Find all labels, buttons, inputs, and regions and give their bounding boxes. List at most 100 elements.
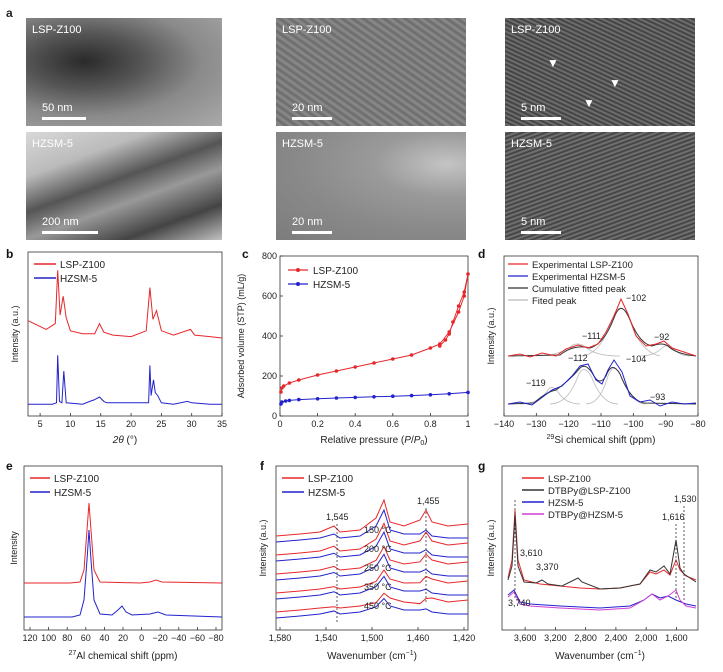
- series-line-lsp-z100: [507, 509, 697, 590]
- panel-letter-c: c: [242, 247, 249, 261]
- spectrum-hzsm-5: [275, 575, 468, 600]
- scale-bar: [42, 231, 98, 234]
- y-tick-label: 600: [262, 291, 277, 301]
- data-point: [279, 402, 283, 406]
- plot-frame-d: [503, 255, 699, 417]
- chart-b: Intensity (a.u.) 2θ (°) 5 10 15 20 25 30 35 LS…: [10, 251, 227, 446]
- legend-label-lsp: LSP-Z100: [60, 260, 105, 271]
- image-label: LSP-Z100: [282, 24, 332, 36]
- plot-frame-g: [501, 465, 699, 631]
- fitted-peak-hzsm-112: [549, 369, 619, 405]
- panel-letter-a: a: [6, 6, 13, 20]
- data-point: [281, 384, 286, 388]
- legend-label: Experimental LSP-Z100: [532, 260, 633, 271]
- spectrum-lsp-z100: [275, 545, 469, 575]
- peak-label: −92: [654, 332, 669, 342]
- peak-label: −104: [626, 354, 646, 364]
- x-tick-label: −40: [171, 633, 186, 643]
- series-line-hzsm-5: [280, 391, 469, 405]
- x-tick-label: 2,400: [605, 633, 628, 643]
- data-point: [334, 369, 339, 373]
- data-point: [297, 378, 301, 382]
- legend-label-hzsm: HZSM-5: [54, 488, 92, 499]
- spectrum-lsp-z100: [275, 498, 469, 537]
- temperature-label: 350 °C: [364, 582, 392, 592]
- x-tick-label: −60: [190, 633, 205, 643]
- x-tick-label: 1: [465, 419, 470, 429]
- x-tick-label: 20: [118, 633, 128, 643]
- legend-label-lsp: LSP-Z100: [313, 266, 358, 277]
- peak-label: 3,740: [508, 598, 531, 608]
- scale-bar: [292, 117, 332, 120]
- image-label: HZSM-5: [32, 138, 73, 150]
- data-point: [447, 332, 452, 336]
- legend-marker-lsp: [296, 268, 300, 272]
- y-tick-label: 0: [272, 411, 277, 421]
- series-line-lsp-z100: [27, 270, 223, 339]
- data-point: [353, 395, 358, 400]
- series-line-dtbpy-lsp-z100: [507, 514, 697, 590]
- x-axis-label-e: 27Al chemical shift (ppm): [69, 650, 178, 662]
- x-tick-label: 2,800: [574, 633, 597, 643]
- scale-bar-text: 20 nm: [292, 102, 323, 114]
- y-axis-label-b: Intensity (a.u.): [10, 305, 20, 362]
- x-axis-label-b: 2θ (°): [112, 435, 137, 446]
- legend-label: LSP-Z100: [548, 474, 591, 485]
- spectrum-hzsm-5: [275, 553, 468, 581]
- plot-frame-b: [27, 251, 223, 417]
- image-label: LSP-Z100: [511, 24, 561, 36]
- series-line-hzsm-5: [28, 355, 222, 405]
- temperature-label: 450 °C: [364, 601, 392, 611]
- spectrum-lsp-z100: [275, 522, 469, 556]
- data-point: [447, 392, 452, 396]
- x-tick-label: 1,460: [407, 633, 430, 643]
- y-axis-label-e: Intensity: [9, 531, 19, 565]
- fitted-peak-hzsm-119: [519, 387, 581, 405]
- data-point: [462, 290, 467, 294]
- image-label: HZSM-5: [282, 138, 323, 150]
- y-tick-label: 800: [262, 251, 277, 261]
- x-axis-label-g: Wavenumber (cm−1): [555, 650, 645, 662]
- x-tick-label: 40: [99, 633, 109, 643]
- legend-label-lsp: LSP-Z100: [54, 474, 99, 485]
- data-point: [280, 400, 284, 404]
- chart-f: Intensity (a.u.) Wavenumber (cm−1) 1,580…: [258, 465, 476, 662]
- data-point: [409, 393, 414, 398]
- data-point: [372, 361, 376, 365]
- scale-bar: [292, 231, 332, 234]
- x-tick-label: 0.6: [387, 419, 400, 429]
- scale-bar-text: 50 nm: [42, 102, 73, 114]
- temperature-label: 200 °C: [364, 544, 392, 554]
- x-tick-label: −120: [559, 419, 579, 429]
- tem-image-lsp-5nm: LSP-Z100 5 nm ▼ ▼ ▼: [505, 18, 695, 126]
- scale-bar: [42, 117, 86, 120]
- x-tick-label: −80: [690, 419, 705, 429]
- chart-c: Adsorbed volume (STP) (mL/g) Relative pr…: [236, 251, 471, 447]
- data-point: [466, 272, 470, 276]
- scale-bar: [521, 231, 561, 234]
- fitted-peak-lsp-102: [579, 307, 661, 357]
- data-point: [409, 353, 414, 357]
- spectrum-hzsm-5: [275, 508, 468, 543]
- scale-bar-text: 5 nm: [521, 102, 546, 114]
- series-line-lsp-z100: [280, 273, 469, 393]
- x-tick-label: 1,420: [453, 633, 476, 643]
- x-tick-label: 15: [96, 419, 106, 429]
- x-tick-label: 10: [65, 419, 75, 429]
- image-label: LSP-Z100: [32, 24, 82, 36]
- data-point: [456, 310, 461, 314]
- data-point: [443, 338, 448, 342]
- data-point: [315, 373, 320, 377]
- peak-label: 1,530: [674, 494, 697, 504]
- data-point: [447, 330, 452, 334]
- tem-image-hzsm-20nm: HZSM-5 20 nm: [276, 132, 466, 240]
- peak-label: 3,370: [536, 562, 559, 572]
- x-tick-label: −110: [591, 419, 611, 429]
- temperature-label: 250 °C: [364, 563, 392, 573]
- x-tick-label: −20: [153, 633, 168, 643]
- y-axis-label-c: Adsorbed volume (STP) (mL/g): [236, 274, 246, 399]
- peak-label: −93: [650, 392, 665, 402]
- x-tick-label: −130: [526, 419, 546, 429]
- x-tick-label: 0.8: [424, 419, 437, 429]
- x-tick-label: 0.2: [311, 419, 324, 429]
